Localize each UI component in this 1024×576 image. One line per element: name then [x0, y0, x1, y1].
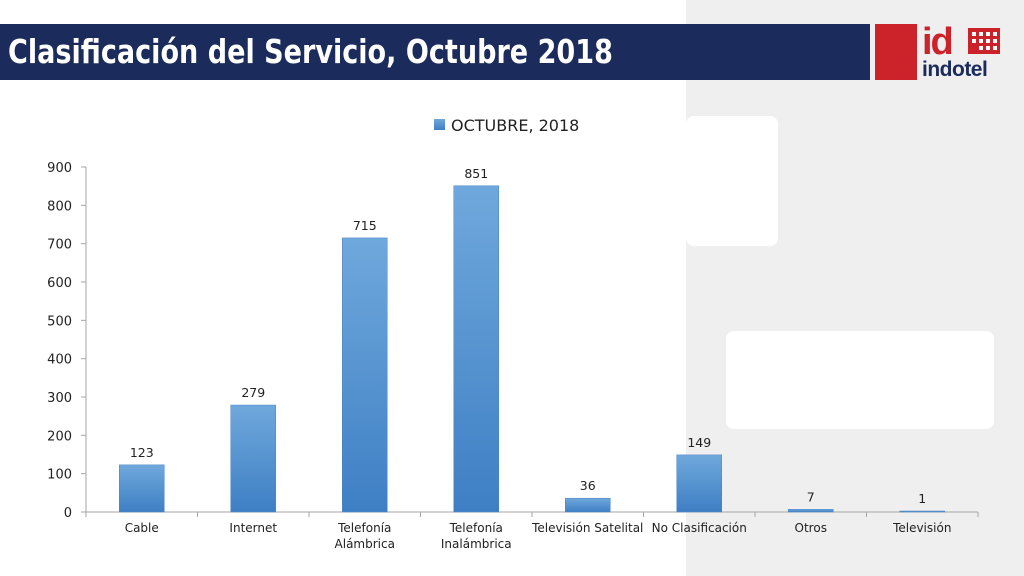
x-tick-label: No Clasificación: [652, 521, 747, 535]
data-label: 7: [807, 489, 815, 504]
y-tick-label: 900: [47, 161, 72, 176]
data-label: 279: [241, 385, 265, 400]
y-tick-label: 800: [47, 199, 72, 214]
x-tick-label: Televisión: [892, 521, 951, 535]
logo-name: indotel: [922, 58, 988, 81]
x-tick-label: Telefonía Alámbrica: [335, 521, 395, 551]
right-background-panel: [686, 0, 1024, 576]
data-label: 851: [464, 166, 488, 181]
x-tick-label: Televisión Satelital: [531, 521, 643, 535]
y-tick-label: 500: [47, 314, 72, 329]
bar: [899, 510, 945, 513]
chart-axes: 0 100 200 300 400 500 600 700 800 900: [47, 161, 979, 521]
y-tick-label: 300: [47, 391, 72, 406]
data-label: 715: [353, 218, 377, 233]
chart-labels: 123 Cable 279 Internet 715 Telefonía Alámbrica…: [125, 166, 952, 551]
y-tick-label: 200: [47, 429, 72, 444]
y-tick-label: 400: [47, 353, 72, 368]
logo-dots-icon: [968, 28, 1000, 54]
page-title: Clasificación del Servicio, Octubre 2018: [8, 32, 613, 71]
chart-legend: OCTUBRE, 2018: [434, 116, 579, 135]
bar: [453, 185, 499, 513]
legend-label: OCTUBRE, 2018: [451, 116, 579, 135]
data-label: 149: [687, 435, 711, 450]
bar: [342, 237, 388, 513]
decorative-card: [686, 116, 778, 246]
bar: [230, 404, 276, 513]
y-tick-label: 0: [64, 506, 72, 521]
y-tick-label: 600: [47, 276, 72, 291]
x-tick-label: Internet: [229, 521, 277, 535]
x-tick-label: Telefonía Inalámbrica: [441, 521, 512, 551]
legend-swatch: [434, 119, 445, 130]
title-bar: Clasificación del Servicio, Octubre 2018: [0, 24, 870, 80]
logo-mark: id: [922, 21, 954, 63]
x-tick-label: Cable: [125, 521, 159, 535]
logo-red-block: [875, 24, 917, 80]
bar: [119, 464, 165, 513]
decorative-card: [726, 331, 994, 429]
data-label: 36: [580, 478, 596, 493]
y-tick-label: 700: [47, 238, 72, 253]
chart-bars: [119, 185, 945, 513]
bar: [788, 509, 834, 513]
bar: [565, 497, 611, 513]
data-label: 1: [918, 491, 926, 506]
x-tick-label: Otros: [795, 521, 827, 535]
bar: [676, 454, 722, 513]
y-tick-label: 100: [47, 468, 72, 483]
data-label: 123: [130, 445, 154, 460]
indotel-logo: id indotel: [920, 22, 1004, 84]
